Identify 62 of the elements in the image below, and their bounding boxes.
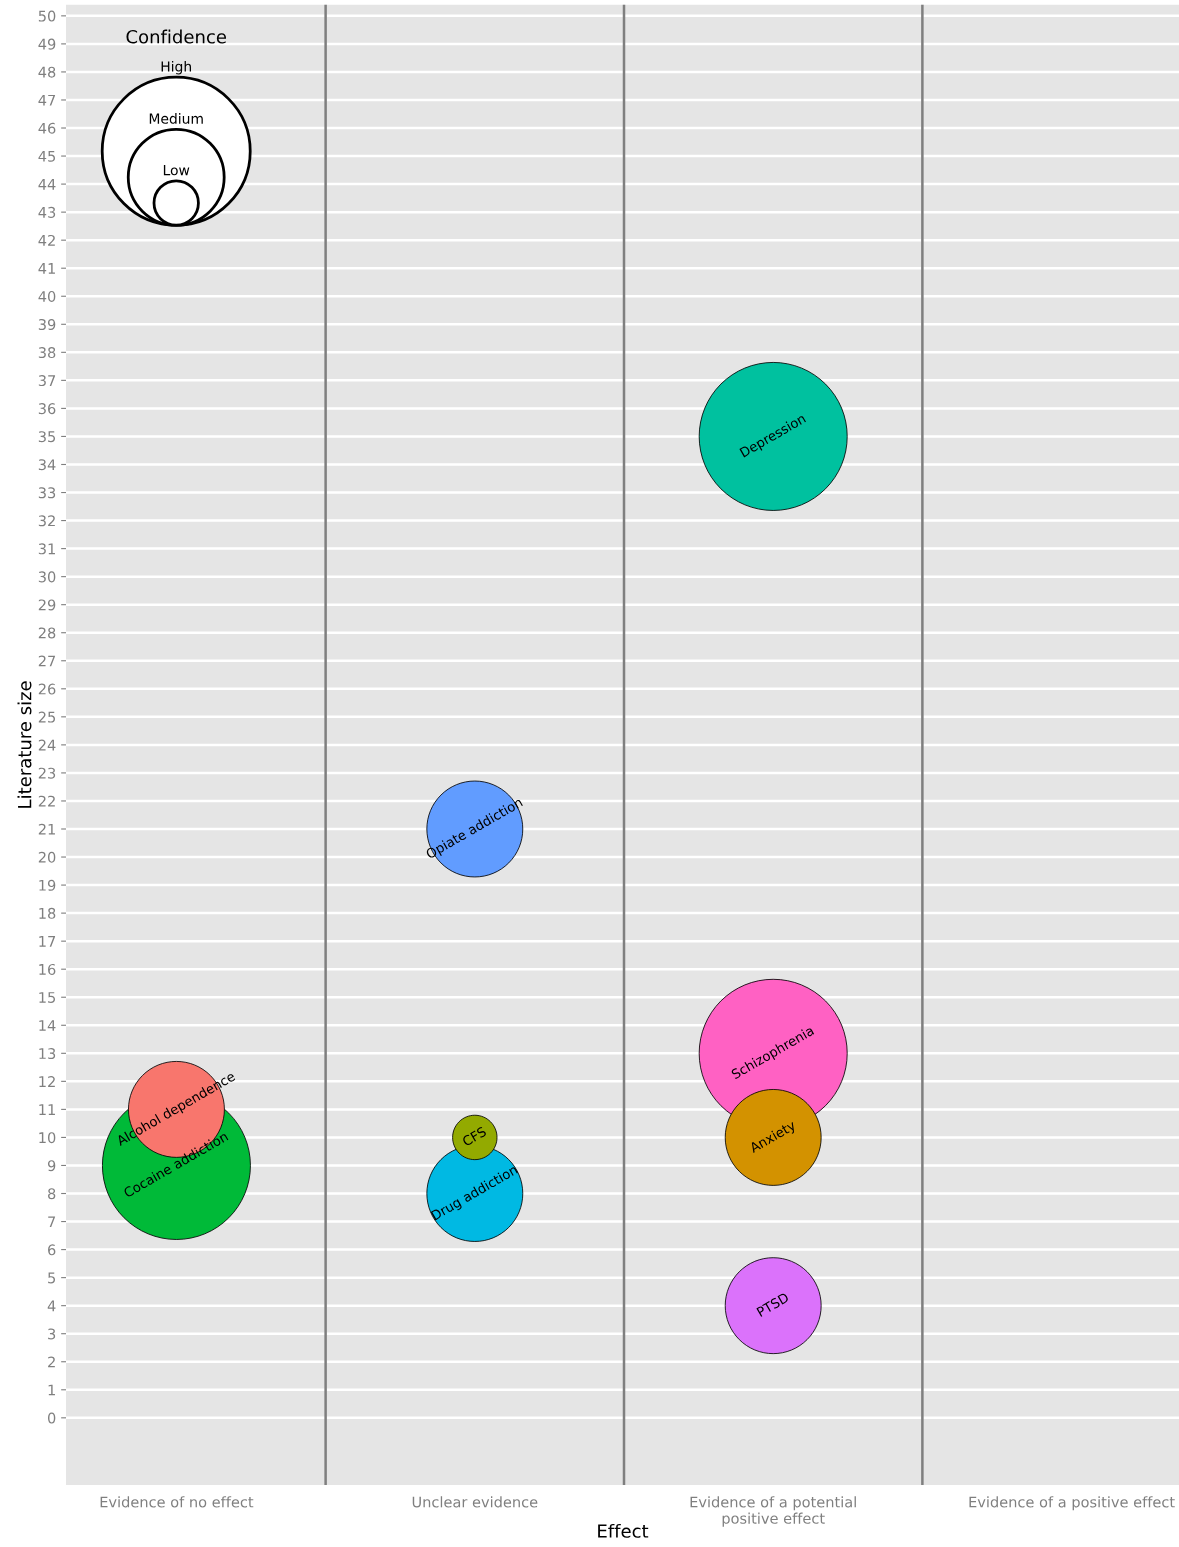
y-axis-title: Literature size — [17, 681, 32, 808]
y-tick-label: 5 — [48, 1272, 56, 1284]
legend-label: Medium — [149, 113, 203, 124]
y-tick-label: 14 — [39, 1020, 56, 1031]
y-tick-label: 39 — [38, 319, 56, 331]
y-tick-label: 47 — [38, 94, 56, 106]
y-tick-label: 8 — [48, 1188, 56, 1200]
y-tick-label: 37 — [38, 375, 56, 387]
y-tick-label: 48 — [38, 66, 56, 78]
y-tick-label: 45 — [38, 150, 56, 162]
x-tick-label: Evidence of no effect — [100, 1496, 254, 1508]
y-tick-label: 19 — [39, 879, 56, 891]
legend-label: Low — [163, 165, 190, 176]
y-tick-label: 35 — [38, 431, 56, 443]
y-tick-label: 23 — [38, 767, 56, 779]
legend-title: Confidence — [126, 29, 226, 44]
x-tick-label: Evidence of a potential positive effect — [690, 1496, 856, 1527]
y-tick-label: 27 — [38, 655, 56, 667]
y-tick-label: 40 — [38, 290, 56, 302]
y-tick-label: 46 — [38, 122, 56, 134]
y-tick-label: 41 — [38, 263, 55, 274]
y-tick-label: 32 — [38, 515, 55, 527]
y-tick-label: 26 — [38, 683, 56, 695]
y-tick-label: 9 — [47, 1160, 56, 1172]
y-tick-label: 4 — [47, 1300, 56, 1312]
y-tick-label: 28 — [38, 627, 56, 639]
y-tick-label: 17 — [39, 936, 56, 947]
y-tick-label: 43 — [38, 206, 56, 218]
y-tick-label: 38 — [38, 347, 56, 359]
y-tick-label: 0 — [47, 1412, 56, 1424]
y-tick-label: 11 — [39, 1104, 55, 1115]
x-tick-label: Unclear evidence — [412, 1496, 538, 1508]
y-tick-label: 25 — [38, 711, 56, 723]
y-tick-label: 34 — [38, 459, 56, 471]
y-tick-label: 20 — [38, 851, 56, 863]
y-tick-label: 33 — [38, 487, 56, 499]
y-tick-label: 21 — [38, 823, 55, 835]
y-tick-label: 49 — [38, 38, 56, 50]
y-tick-label: 50 — [38, 10, 56, 22]
y-tick-label: 10 — [39, 1132, 56, 1144]
y-tick-label: 24 — [38, 739, 56, 751]
y-tick-label: 44 — [38, 179, 56, 190]
y-tick-label: 1 — [48, 1384, 55, 1396]
y-tick-label: 12 — [39, 1076, 55, 1087]
y-tick-label: 42 — [38, 234, 55, 246]
x-tick-label: Evidence of a positive effect — [969, 1496, 1175, 1511]
y-tick-label: 36 — [38, 403, 56, 415]
y-tick-label: 16 — [39, 963, 56, 975]
y-tick-label: 30 — [38, 571, 56, 583]
series-label: CFS — [461, 1126, 487, 1147]
x-axis-title: Effect — [598, 1523, 649, 1538]
y-tick-label: 22 — [38, 795, 55, 807]
y-tick-label: 15 — [39, 992, 56, 1003]
y-tick-label: 6 — [48, 1244, 56, 1256]
y-tick-label: 13 — [39, 1048, 56, 1060]
y-tick-label: 7 — [48, 1216, 56, 1228]
y-tick-label: 18 — [39, 907, 56, 919]
legend-label: High — [161, 60, 191, 75]
y-tick-label: 31 — [38, 543, 55, 555]
y-tick-label: 29 — [38, 599, 56, 611]
y-tick-label: 3 — [48, 1328, 56, 1340]
y-tick-label: 2 — [48, 1356, 55, 1368]
